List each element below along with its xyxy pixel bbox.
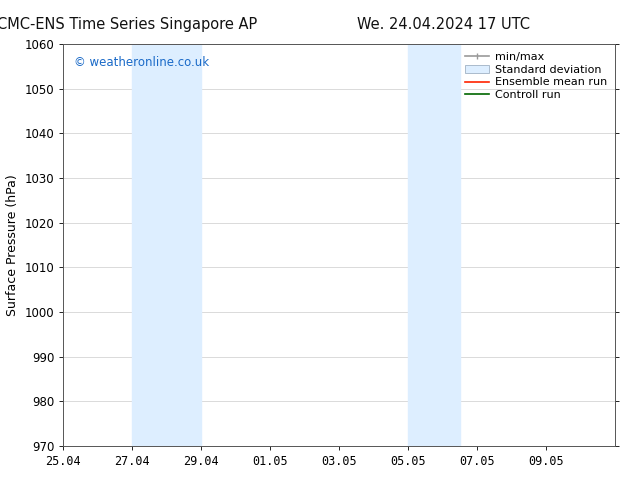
Legend: min/max, Standard deviation, Ensemble mean run, Controll run: min/max, Standard deviation, Ensemble me… bbox=[463, 49, 609, 102]
Text: CMC-ENS Time Series Singapore AP: CMC-ENS Time Series Singapore AP bbox=[0, 17, 257, 32]
Bar bbox=[408, 44, 460, 446]
Y-axis label: Surface Pressure (hPa): Surface Pressure (hPa) bbox=[6, 174, 19, 316]
Bar bbox=[133, 44, 202, 446]
Text: © weatheronline.co.uk: © weatheronline.co.uk bbox=[74, 56, 210, 69]
Text: We. 24.04.2024 17 UTC: We. 24.04.2024 17 UTC bbox=[358, 17, 530, 32]
